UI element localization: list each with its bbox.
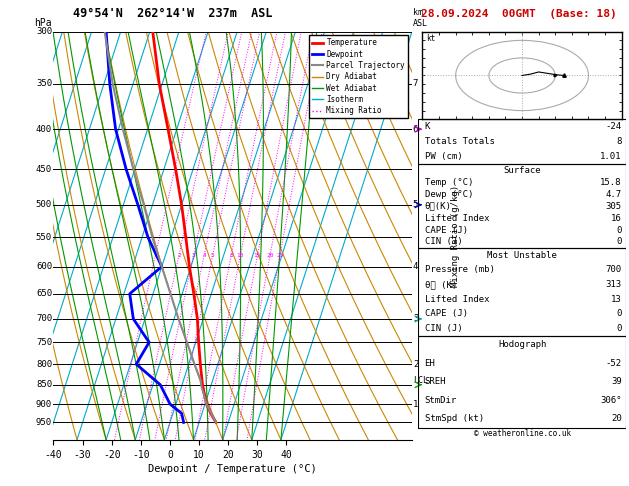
Text: Pressure (mb): Pressure (mb)	[425, 265, 494, 275]
Text: 28.09.2024  00GMT  (Base: 18): 28.09.2024 00GMT (Base: 18)	[421, 9, 617, 18]
Text: -52: -52	[606, 359, 621, 368]
Text: 306°: 306°	[600, 396, 621, 404]
Text: 10: 10	[237, 253, 244, 258]
Text: 25: 25	[276, 253, 284, 258]
Text: 850: 850	[36, 380, 52, 389]
Text: Most Unstable: Most Unstable	[487, 251, 557, 260]
Text: 2: 2	[177, 253, 181, 258]
Text: 313: 313	[606, 280, 621, 289]
Text: CIN (J): CIN (J)	[425, 324, 462, 333]
Bar	[418, 120, 626, 164]
Text: K: K	[425, 122, 430, 131]
Text: 20: 20	[266, 253, 274, 258]
Text: 15.8: 15.8	[600, 178, 621, 187]
Text: 300: 300	[36, 27, 52, 36]
Text: 550: 550	[36, 233, 52, 242]
Text: 2: 2	[413, 360, 418, 369]
Text: 8: 8	[230, 253, 233, 258]
Text: 450: 450	[36, 165, 52, 174]
Text: 8: 8	[616, 138, 621, 146]
Text: © weatheronline.co.uk: © weatheronline.co.uk	[474, 429, 571, 438]
Text: StmDir: StmDir	[425, 396, 457, 404]
Bar	[418, 336, 626, 428]
Text: 15: 15	[253, 253, 261, 258]
Text: 4: 4	[413, 262, 418, 271]
Text: 1: 1	[413, 399, 418, 409]
Text: 1: 1	[153, 253, 157, 258]
Text: Totals Totals: Totals Totals	[425, 138, 494, 146]
Text: 950: 950	[36, 418, 52, 427]
Text: 700: 700	[36, 314, 52, 323]
Text: 16: 16	[611, 213, 621, 223]
Text: Lifted Index: Lifted Index	[425, 213, 489, 223]
Text: 750: 750	[36, 338, 52, 347]
Text: 4.7: 4.7	[606, 190, 621, 199]
Text: Temp (°C): Temp (°C)	[425, 178, 473, 187]
Text: 20: 20	[611, 414, 621, 423]
Text: 5: 5	[211, 253, 214, 258]
Text: LCL: LCL	[413, 376, 428, 385]
Text: 800: 800	[36, 360, 52, 369]
Text: 600: 600	[36, 262, 52, 271]
Text: 39: 39	[611, 377, 621, 386]
Text: Dewp (°C): Dewp (°C)	[425, 190, 473, 199]
Text: km
ASL: km ASL	[413, 8, 428, 28]
Text: 1.01: 1.01	[600, 152, 621, 161]
Bar	[418, 248, 626, 336]
Text: θᴇ (K): θᴇ (K)	[425, 280, 457, 289]
Bar	[418, 164, 626, 248]
Text: StmSpd (kt): StmSpd (kt)	[425, 414, 484, 423]
Text: 900: 900	[36, 399, 52, 409]
Text: 6: 6	[413, 124, 418, 134]
Text: 0: 0	[616, 324, 621, 333]
Text: Lifted Index: Lifted Index	[425, 295, 489, 304]
Text: 350: 350	[36, 79, 52, 88]
Text: 305: 305	[606, 202, 621, 210]
Text: 3: 3	[192, 253, 196, 258]
Text: -24: -24	[606, 122, 621, 131]
Text: 49°54'N  262°14'W  237m  ASL: 49°54'N 262°14'W 237m ASL	[73, 7, 273, 20]
Legend: Temperature, Dewpoint, Parcel Trajectory, Dry Adiabat, Wet Adiabat, Isotherm, Mi: Temperature, Dewpoint, Parcel Trajectory…	[309, 35, 408, 118]
Text: PW (cm): PW (cm)	[425, 152, 462, 161]
Text: 5: 5	[413, 200, 418, 209]
Text: Hodograph: Hodograph	[498, 340, 546, 349]
Text: 500: 500	[36, 200, 52, 209]
Text: 0: 0	[616, 226, 621, 235]
Text: Mixing Ratio (g/kg): Mixing Ratio (g/kg)	[450, 185, 460, 287]
Text: Surface: Surface	[503, 166, 541, 175]
Text: 650: 650	[36, 289, 52, 298]
Text: θᴇ(K): θᴇ(K)	[425, 202, 452, 210]
Text: 4: 4	[203, 253, 206, 258]
X-axis label: Dewpoint / Temperature (°C): Dewpoint / Temperature (°C)	[148, 464, 317, 474]
Text: 3: 3	[413, 314, 418, 323]
Text: CIN (J): CIN (J)	[425, 238, 462, 246]
Text: CAPE (J): CAPE (J)	[425, 226, 467, 235]
Text: EH: EH	[425, 359, 435, 368]
Text: 700: 700	[606, 265, 621, 275]
Text: 400: 400	[36, 124, 52, 134]
Text: 7: 7	[413, 79, 418, 88]
Text: CAPE (J): CAPE (J)	[425, 309, 467, 318]
Text: hPa: hPa	[35, 17, 52, 28]
Text: SREH: SREH	[425, 377, 446, 386]
Text: 13: 13	[611, 295, 621, 304]
Text: 0: 0	[616, 309, 621, 318]
Text: 0: 0	[616, 238, 621, 246]
